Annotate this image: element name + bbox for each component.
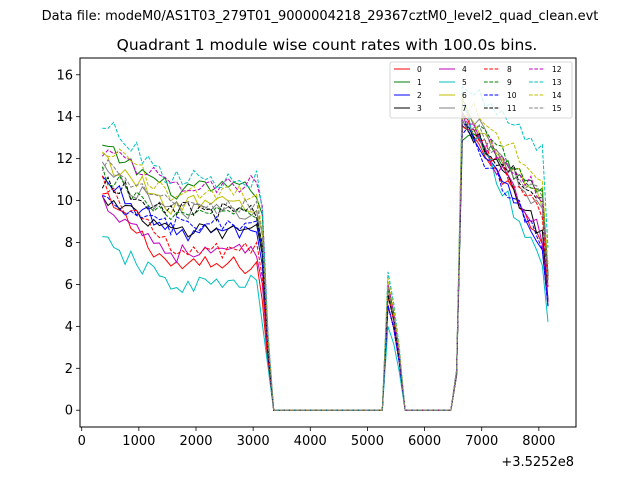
legend-label-3: 3 [417, 104, 422, 113]
chart-title: Quadrant 1 module wise count rates with … [117, 36, 538, 54]
legend-label-0: 0 [417, 65, 422, 74]
x-tick-label: 0 [78, 434, 86, 449]
y-axis: 0 2 4 6 8 10 12 14 16 [56, 68, 80, 419]
series-line-15 [101, 118, 549, 411]
x-tick-label: 1000 [122, 434, 155, 449]
x-tick-label: 8000 [522, 434, 555, 449]
legend-box [389, 61, 573, 119]
x-offset-label: +3.5252e8 [501, 455, 574, 470]
legend-label-9: 9 [507, 78, 512, 87]
series-line-8 [101, 125, 549, 411]
data-file-title: Data file: modeM0/AS1T03_279T01_90000042… [42, 9, 599, 24]
y-tick-label: 14 [56, 110, 73, 125]
legend-label-7: 7 [462, 104, 467, 113]
legend-label-12: 12 [552, 65, 562, 74]
y-tick-label: 2 [65, 362, 73, 377]
legend-label-13: 13 [552, 78, 562, 87]
legend-label-10: 10 [507, 91, 517, 100]
y-tick-label: 0 [65, 404, 73, 419]
x-tick-label: 3000 [237, 434, 270, 449]
y-tick-label: 6 [65, 278, 73, 293]
legend-label-8: 8 [507, 65, 512, 74]
x-axis: 0 1000 2000 3000 4000 5000 6000 7000 8000 [78, 427, 555, 449]
legend-label-4: 4 [462, 65, 467, 74]
x-tick-label: 5000 [351, 434, 384, 449]
x-tick-label: 6000 [408, 434, 441, 449]
legend-label-11: 11 [507, 104, 517, 113]
plot-lines [101, 85, 549, 411]
legend-label-5: 5 [462, 78, 467, 87]
legend-label-6: 6 [462, 91, 467, 100]
legend-label-14: 14 [552, 91, 562, 100]
y-tick-label: 16 [56, 68, 73, 83]
y-tick-label: 8 [65, 236, 73, 251]
x-tick-label: 7000 [465, 434, 498, 449]
legend-label-2: 2 [417, 91, 422, 100]
x-tick-label: 2000 [179, 434, 212, 449]
legend-label-15: 15 [552, 104, 562, 113]
y-tick-label: 10 [56, 194, 73, 209]
y-tick-label: 4 [65, 320, 73, 335]
x-tick-label: 4000 [294, 434, 327, 449]
legend-label-1: 1 [417, 78, 422, 87]
y-tick-label: 12 [56, 152, 73, 167]
